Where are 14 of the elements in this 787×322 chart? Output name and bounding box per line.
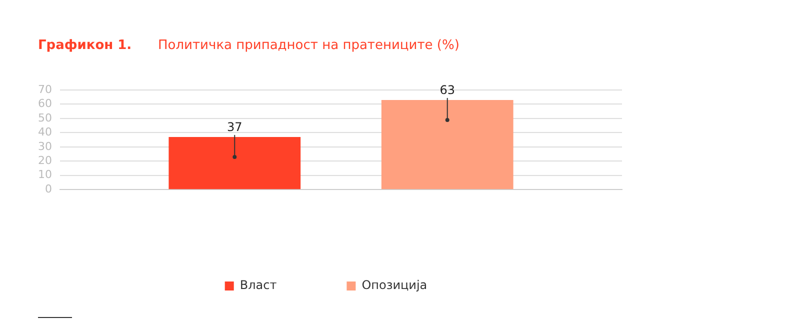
y-tick-label: 60	[38, 97, 52, 110]
y-tick-label: 20	[38, 154, 52, 167]
chart-title: Графикон 1.	[38, 38, 133, 53]
data-label: 37	[227, 120, 242, 134]
legend-label: Опозиција	[362, 278, 428, 292]
y-tick-label: 30	[38, 140, 52, 153]
y-tick-label: 0	[44, 182, 52, 196]
legend-label: Власт	[240, 278, 277, 292]
y-tick-label: 40	[38, 126, 52, 139]
y-tick-label: 70	[38, 82, 52, 96]
y-tick-label: 10	[38, 168, 52, 182]
y-tick-label: 50	[38, 111, 52, 124]
data-label: 63	[440, 83, 455, 98]
chart-subtitle: Политичка припадност на пратениците (%)	[158, 38, 460, 53]
